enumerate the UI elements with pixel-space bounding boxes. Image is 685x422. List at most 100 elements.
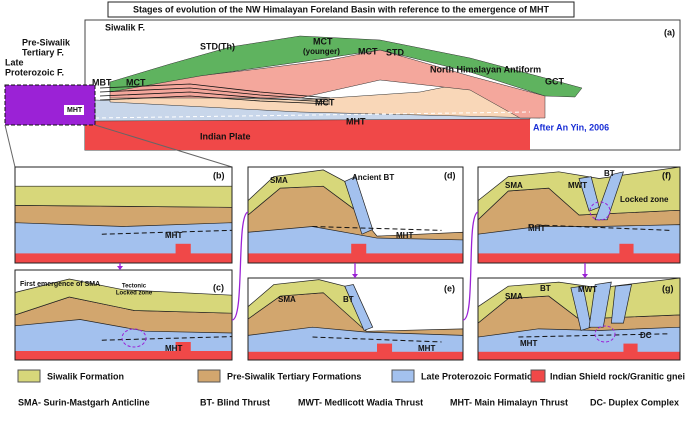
title: Stages of evolution of the NW Himalayan … [133, 4, 550, 14]
label: First emergence of SMA [20, 281, 100, 288]
arrow-head [582, 274, 588, 278]
abbreviation: MWT- Medlicott Wadia Thrust [298, 397, 423, 407]
thrust-line [99, 83, 331, 99]
label: MHT [165, 344, 182, 353]
thrust-sheet [610, 284, 632, 324]
label: BT [343, 295, 354, 304]
abbreviation: DC- Duplex Complex [590, 397, 679, 407]
label: STD(Th) [200, 41, 235, 51]
panel-frame [477, 277, 681, 361]
shield [15, 253, 232, 263]
connector [4, 124, 16, 168]
locked-zone [594, 325, 616, 343]
label: SMA [505, 181, 523, 190]
mht-line [101, 229, 233, 235]
label: Locked zone [116, 291, 153, 297]
thrust-sheet [594, 171, 624, 221]
stage-panel [477, 277, 681, 361]
label: BT [604, 169, 615, 178]
label: MCT [358, 46, 378, 56]
label: MHT [67, 107, 83, 114]
label: MCT [313, 36, 333, 46]
panel-id: (b) [213, 170, 225, 180]
thrust-sheet [588, 281, 612, 328]
arrow-head [117, 266, 123, 270]
connector [94, 124, 233, 168]
label: MHT [520, 339, 537, 348]
label: MWT [568, 181, 587, 190]
drawing [4, 19, 681, 361]
shield-bump [351, 243, 367, 256]
legend-swatch [17, 369, 41, 383]
locked-zone [589, 201, 611, 221]
panel-frame [14, 269, 233, 361]
shield [15, 351, 232, 360]
mht-line [312, 336, 442, 343]
shield [478, 253, 680, 263]
abbreviation: BT- Blind Thrust [200, 397, 270, 407]
shield [478, 351, 680, 360]
stage-panel [247, 277, 464, 361]
label: Tectonic [122, 284, 147, 290]
label: Ancient BT [352, 173, 394, 182]
stage-connector [462, 211, 479, 321]
thrust-line [99, 95, 331, 105]
locked-zone [121, 328, 147, 348]
stage-connector [231, 211, 249, 321]
shield-bump [377, 343, 393, 354]
shield [248, 351, 463, 360]
stage-panel [247, 166, 464, 264]
label: (younger) [303, 47, 340, 56]
label: MCT [315, 97, 335, 107]
shield-bump [619, 243, 634, 256]
label: MHT [346, 116, 366, 126]
legend-label: Indian Shield rock/Granitic gneiss [550, 371, 685, 381]
legend-swatch [391, 369, 415, 383]
label: BT [540, 284, 551, 293]
siwalik [14, 185, 233, 208]
panel-id: (a) [664, 27, 675, 37]
label: Tertiary F. [22, 47, 64, 57]
mht-line [101, 336, 233, 341]
legend-label: Pre-Siwalik Tertiary Formations [227, 371, 361, 381]
panel-frame [14, 166, 233, 264]
panel-id: (g) [662, 283, 674, 293]
title-box [107, 1, 575, 18]
thrust-sheet [344, 176, 374, 235]
arrow-head [352, 274, 358, 278]
abbreviation: MHT- Main Himalayn Thrust [450, 397, 568, 407]
label: Proterozoic F. [5, 67, 64, 77]
panel-id: (e) [444, 283, 455, 293]
label: STD [386, 47, 405, 57]
abbreviation: SMA- Surin-Mastgarh Anticline [18, 397, 150, 407]
label: MWT [578, 285, 597, 294]
layer [109, 35, 583, 98]
shield-bump [175, 243, 191, 256]
panel-frame [477, 166, 681, 264]
legend-swatch [197, 369, 221, 383]
label: MHT [528, 224, 545, 233]
thrust-sheet [344, 284, 374, 331]
legend-swatch [530, 369, 546, 383]
indian-plate [85, 118, 530, 150]
label: SMA [270, 176, 288, 185]
label: MHT [396, 231, 413, 240]
label: MCT [126, 77, 146, 87]
legend-label: Siwalik Formation [47, 371, 124, 381]
shield-bump [175, 342, 191, 353]
mht-line [94, 111, 531, 119]
mht-line [312, 226, 442, 231]
mht-line [518, 333, 670, 338]
label: GCT [545, 76, 565, 86]
thrust-line [99, 87, 331, 101]
label: MHT [165, 231, 182, 240]
thrust-sheet [578, 176, 600, 212]
label: Locked zone [620, 195, 669, 204]
label: SMA [278, 295, 296, 304]
panel-id: (f) [662, 170, 671, 180]
thrust-line [99, 91, 331, 103]
panel-id: (d) [444, 170, 456, 180]
label-box [64, 105, 84, 115]
shield-bump [623, 343, 638, 354]
